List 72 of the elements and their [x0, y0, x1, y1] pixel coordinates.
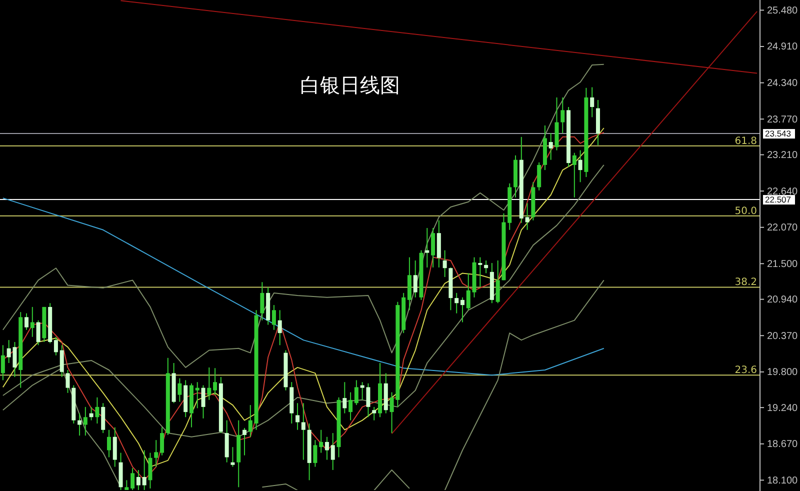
candlestick [213, 368, 218, 396]
annotation: 23.6 [734, 365, 757, 376]
y-tick-label: 22.070 [767, 222, 798, 234]
candlestick [66, 370, 70, 394]
candlestick [136, 469, 140, 491]
candlestick [106, 429, 111, 458]
candlestick [78, 412, 82, 436]
candlestick [354, 380, 358, 406]
candlestick [560, 96, 565, 134]
y-tick-label: 20.370 [767, 330, 798, 342]
candlestick [590, 86, 594, 118]
candlestick [230, 446, 235, 468]
candlestick [431, 227, 436, 268]
candlestick [348, 392, 353, 421]
candlestick [83, 406, 88, 436]
candlestick [207, 366, 212, 400]
y-tick-label: 24.910 [767, 42, 798, 53]
candlestick [484, 260, 488, 274]
annotation: 38.2 [734, 277, 757, 288]
candlestick [242, 427, 246, 456]
ref-line-label: 23.543 [765, 128, 792, 139]
candlestick [496, 260, 500, 304]
y-tick-label: 24.340 [767, 78, 798, 89]
text: 白银日线图 [300, 73, 400, 97]
candlestick [442, 250, 447, 278]
line-series [2, 198, 604, 376]
candlestick [330, 432, 335, 470]
candlestick [319, 429, 324, 454]
candlestick [466, 272, 470, 311]
candlestick [425, 227, 430, 268]
candlestick [130, 468, 135, 491]
y-tick-label: 21.500 [767, 258, 798, 270]
candlestick [278, 310, 282, 346]
candlestick [296, 402, 300, 430]
y-tick-label: 23.210 [767, 150, 798, 161]
candlestick [24, 312, 29, 330]
y-tick-label: 19.800 [767, 367, 798, 378]
candlestick [101, 402, 106, 434]
candlestick [95, 396, 100, 424]
candlestick [372, 406, 376, 421]
y-tick-label: 20.940 [767, 294, 798, 306]
candlestick [272, 304, 276, 330]
candlestick [260, 282, 264, 321]
y-tick-label: 25.480 [767, 5, 798, 16]
candlestick [572, 152, 576, 198]
candlestick [160, 426, 164, 456]
candlestick [54, 336, 58, 356]
candlestick [324, 436, 329, 460]
y-tick-label: 18.100 [767, 475, 798, 486]
candlestick [60, 344, 64, 378]
candlestick [154, 440, 158, 468]
candlestick [30, 306, 34, 338]
candlestick [195, 382, 200, 409]
candlestick [0, 344, 5, 381]
y-tick-label: 19.240 [767, 402, 798, 414]
annotation: 50.0 [734, 206, 757, 217]
candlestick [112, 426, 117, 468]
line-series [2, 64, 604, 368]
line-series [444, 280, 604, 491]
candlestick [248, 404, 252, 438]
candlestick [301, 402, 306, 460]
candlestick [148, 452, 152, 489]
line-series [2, 164, 604, 438]
y-tick-label: 23.770 [767, 114, 798, 126]
candlestick [460, 296, 464, 323]
candlestick [537, 162, 542, 191]
candlestick [178, 378, 182, 402]
candlestick [525, 202, 530, 230]
candlestick [454, 292, 459, 314]
candlestick [313, 440, 318, 468]
y-tick-label: 18.670 [767, 439, 798, 450]
annotation: 61.8 [734, 136, 757, 147]
